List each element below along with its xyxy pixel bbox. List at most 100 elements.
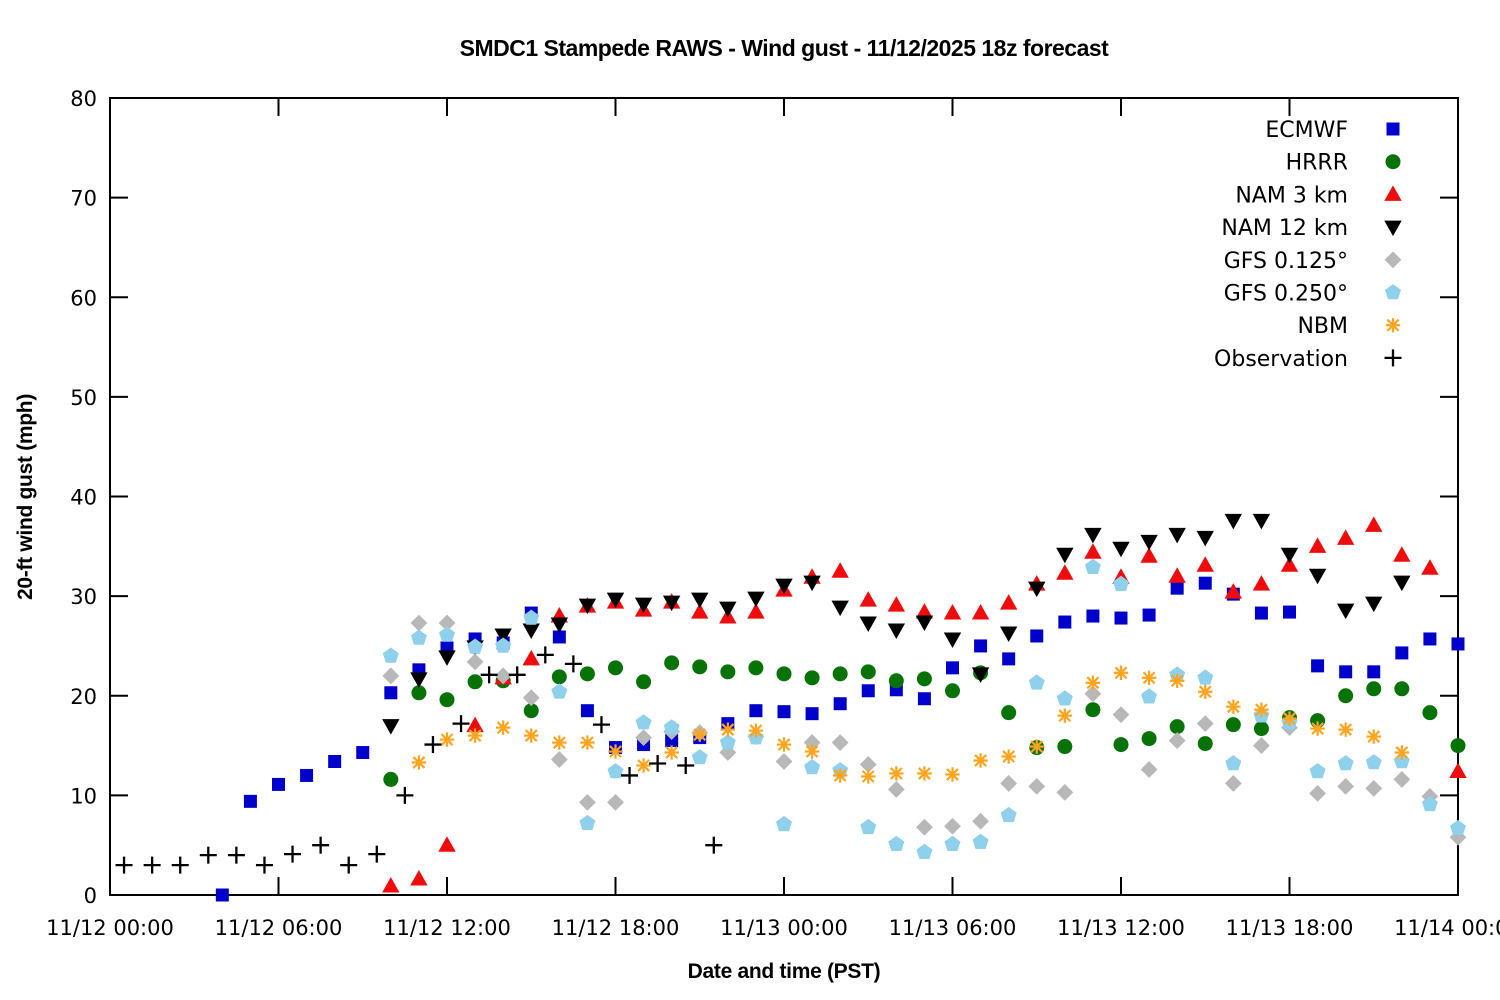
data-point	[551, 669, 567, 685]
data-point	[833, 697, 847, 711]
data-point	[860, 818, 877, 835]
data-point	[580, 735, 595, 750]
legend-entry-ecmwf: ECMWF	[1265, 118, 1400, 143]
data-point	[691, 603, 709, 619]
data-point	[550, 751, 568, 768]
data-point	[1449, 762, 1467, 778]
data-point	[917, 766, 932, 781]
data-point	[775, 578, 793, 595]
data-point	[424, 736, 442, 754]
data-point	[804, 759, 821, 775]
data-point	[1028, 581, 1046, 598]
data-point	[1394, 681, 1410, 697]
data-point	[1030, 629, 1044, 643]
data-point	[636, 674, 652, 690]
data-point	[832, 666, 848, 682]
data-point	[368, 845, 386, 863]
data-point	[1450, 819, 1466, 835]
x-tick-label: 11/13 12:00	[1057, 916, 1185, 940]
data-point	[439, 732, 455, 747]
data-point	[664, 745, 679, 760]
data-point	[971, 667, 990, 683]
data-point	[861, 684, 875, 698]
data-point	[1056, 564, 1074, 580]
data-point	[411, 685, 427, 701]
data-point	[466, 716, 484, 733]
data-point	[243, 794, 257, 808]
data-point	[143, 856, 161, 874]
data-point	[1366, 681, 1382, 697]
data-point	[621, 766, 639, 784]
data-point	[550, 617, 569, 634]
legend-label: Observation	[1214, 347, 1348, 372]
data-point	[1084, 543, 1102, 559]
data-point	[1366, 729, 1381, 744]
data-point	[691, 592, 709, 609]
x-tick-label: 11/12 12:00	[383, 916, 511, 940]
data-point	[1086, 609, 1100, 623]
data-point	[1058, 615, 1072, 629]
data-point	[1336, 529, 1355, 545]
data-point	[1112, 706, 1130, 724]
data-point	[522, 689, 540, 707]
data-point	[1028, 674, 1045, 690]
data-point	[524, 728, 539, 743]
data-point	[1141, 670, 1157, 686]
data-point	[691, 749, 708, 765]
data-point	[1421, 559, 1439, 575]
data-point	[115, 856, 133, 874]
data-point	[255, 856, 273, 874]
data-point	[312, 836, 330, 854]
legend-entry-gfs-0-125-: GFS 0.125°	[1224, 249, 1402, 274]
data-point	[1252, 513, 1271, 530]
data-point	[917, 692, 931, 706]
data-point	[1395, 646, 1409, 660]
data-point	[916, 818, 933, 836]
data-point	[1197, 736, 1213, 752]
data-point	[1310, 721, 1325, 736]
data-point	[536, 646, 554, 664]
data-point	[1393, 771, 1411, 788]
data-point	[592, 716, 610, 734]
data-point	[972, 812, 989, 830]
data-point	[1422, 705, 1438, 721]
y-tick-label: 70	[70, 187, 97, 211]
legend-label: GFS 0.250°	[1224, 282, 1348, 307]
data-point	[466, 653, 484, 671]
data-point	[1337, 755, 1354, 771]
series-nam-12-km	[382, 513, 1411, 735]
data-point	[1085, 675, 1101, 690]
data-point	[199, 846, 217, 864]
data-point	[692, 659, 708, 675]
data-point	[1169, 719, 1185, 735]
data-point	[1226, 699, 1241, 714]
data-point	[974, 639, 988, 653]
data-point	[1394, 745, 1410, 760]
data-point	[1168, 527, 1186, 544]
y-tick-label: 30	[70, 585, 97, 609]
y-tick-label: 20	[70, 685, 97, 709]
legend-entry-nbm: NBM	[1297, 314, 1401, 339]
data-point	[804, 670, 820, 686]
data-point	[944, 835, 961, 851]
data-point	[1029, 739, 1044, 754]
data-point	[916, 843, 933, 859]
data-point	[1308, 537, 1327, 553]
data-point	[356, 746, 370, 760]
data-point	[1168, 732, 1186, 749]
data-point	[1252, 575, 1271, 591]
legend-label: HRRR	[1286, 151, 1348, 176]
data-point	[719, 601, 737, 618]
data-point	[467, 728, 483, 743]
data-point	[719, 734, 736, 750]
data-point	[776, 737, 792, 752]
data-point	[1393, 546, 1411, 562]
x-tick-label: 11/12 06:00	[215, 916, 343, 940]
data-point	[945, 767, 960, 782]
data-point	[1254, 702, 1269, 717]
data-point	[1283, 605, 1296, 619]
data-point	[272, 777, 285, 791]
data-point	[1084, 558, 1101, 574]
data-point	[382, 667, 400, 685]
data-point	[1224, 583, 1243, 599]
